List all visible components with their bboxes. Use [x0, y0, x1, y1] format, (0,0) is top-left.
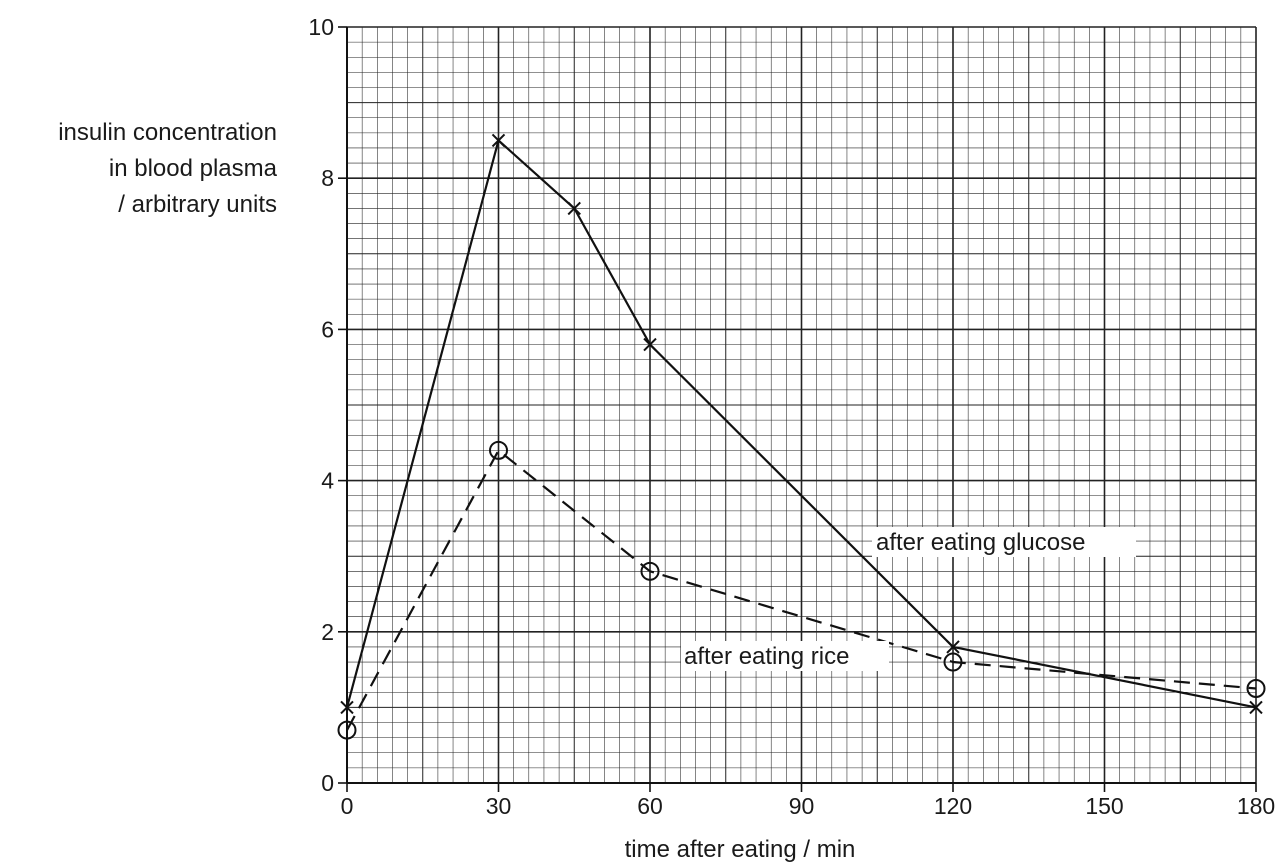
x-tick-label: 30: [486, 793, 512, 819]
annotation-rice: after eating rice: [684, 643, 849, 670]
annotation-rice-bg: [681, 641, 889, 671]
y-axis-title-line-2: in blood plasma: [109, 155, 278, 182]
data-point-circle: [489, 440, 508, 460]
cross-stroke: [643, 337, 657, 352]
y-axis-title-line-3: / arbitrary units: [118, 191, 277, 218]
grid: [346, 26, 1257, 784]
data-point-cross: [946, 640, 960, 654]
cross-stroke: [567, 201, 581, 216]
series-line-1: [346, 449, 1257, 731]
annotation-glucose-bg: [872, 527, 1136, 557]
x-tick-label: 150: [1085, 793, 1123, 819]
x-tick-label: 120: [934, 793, 972, 819]
y-tick-label: 6: [321, 316, 334, 342]
x-axis-title: time after eating / min: [625, 836, 856, 863]
y-tick-label: 4: [321, 468, 334, 494]
y-tick-label: 8: [321, 165, 334, 191]
data-point-circle: [640, 561, 660, 581]
annotation-glucose: after eating glucose: [876, 529, 1085, 556]
axes: 0 30 60 90 120 150 180 0 2 4 6 8 10: [308, 14, 1275, 819]
cross-stroke: [491, 133, 506, 148]
y-tick-label: 0: [321, 770, 334, 796]
cross-stroke: [946, 640, 960, 654]
data-point-circle: [337, 720, 357, 740]
x-tick-label: 60: [637, 793, 663, 819]
x-tick-label: 180: [1237, 793, 1275, 819]
cross-stroke: [340, 700, 354, 715]
x-tick-label: 0: [341, 793, 354, 819]
series: [337, 133, 1266, 740]
cross-stroke: [1249, 700, 1263, 715]
data-point-circle: [1246, 679, 1266, 698]
y-tick-label: 2: [321, 619, 334, 645]
y-tick-label: 10: [308, 14, 334, 40]
data-point-circle: [943, 652, 963, 672]
labels: insulin concentration in blood plasma / …: [58, 119, 1136, 863]
series-line-0: [345, 139, 1257, 709]
data-point-cross: [567, 201, 581, 216]
y-axis-title-line-1: insulin concentration: [58, 119, 277, 146]
x-tick-label: 90: [789, 793, 815, 819]
data-point-cross: [340, 700, 354, 715]
data-point-cross: [491, 133, 506, 148]
data-point-cross: [643, 337, 657, 352]
data-point-cross: [1249, 700, 1263, 715]
